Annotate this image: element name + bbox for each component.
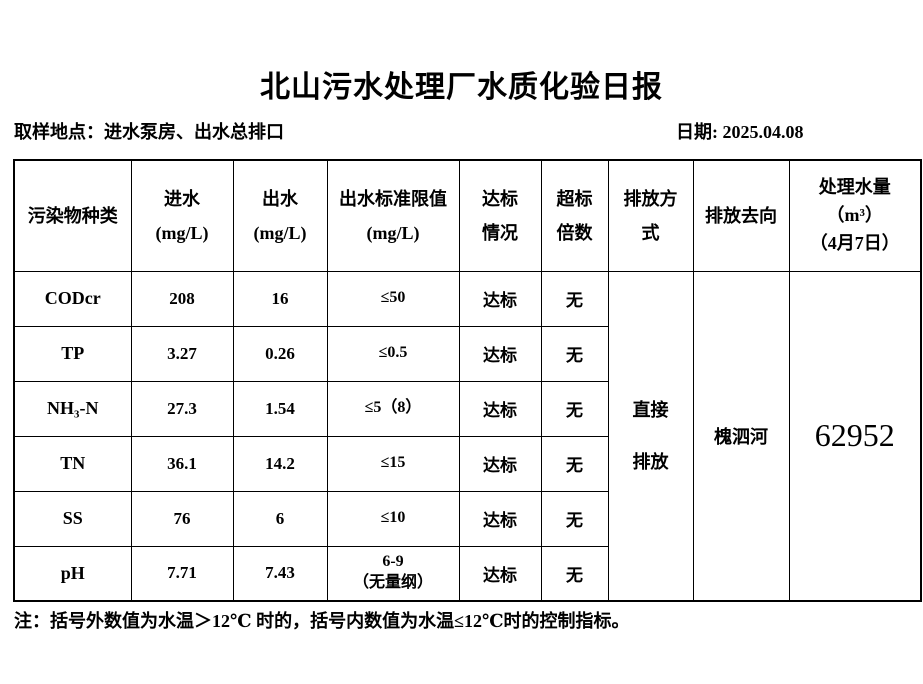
cell-exceedance: 无 [540, 490, 609, 547]
cell-effluent: 14.2 [232, 435, 328, 492]
col-header-influent: 进水 (mg/L) [130, 159, 234, 272]
cell-influent: 208 [130, 270, 234, 327]
cell-limit: 6-9 （无量纲） [326, 545, 460, 602]
cell-exceedance: 无 [540, 435, 609, 492]
col-header-effluent: 出水 (mg/L) [232, 159, 328, 272]
cell-compliance: 达标 [458, 270, 542, 327]
col-header-pollutant: 污染物种类 [13, 159, 132, 272]
col-header-exceedance: 超标 倍数 [540, 159, 609, 272]
page-title: 北山污水处理厂水质化验日报 [260, 71, 663, 104]
cell-limit: ≤0.5 [326, 325, 460, 382]
cell-compliance: 达标 [458, 490, 542, 547]
cell-pollutant: pH [13, 545, 132, 602]
table-row-tn: TN 36.1 14.2 ≤15 达标 无 [13, 435, 921, 492]
cell-pollutant: CODcr [13, 270, 132, 327]
header-row: 污染物种类 进水 (mg/L) 出水 (mg/L) 出水标准限值 (mg/L) … [13, 159, 922, 272]
cell-exceedance: 无 [540, 325, 609, 382]
cell-discharge-destination: 槐泗河 [692, 270, 790, 602]
cell-exceedance: 无 [540, 270, 609, 327]
cell-exceedance: 无 [540, 545, 609, 602]
col-header-compliance: 达标 情况 [458, 159, 542, 272]
col-header-limit: 出水标准限值 (mg/L) [326, 159, 460, 272]
cell-effluent: 16 [232, 270, 328, 327]
cell-pollutant: NH₃-N [13, 380, 132, 437]
cell-effluent: 0.26 [232, 325, 328, 382]
cell-influent: 7.71 [130, 545, 234, 602]
cell-pollutant: TN [13, 435, 132, 492]
cell-treated-volume: 62952 [788, 270, 922, 602]
table-row-nh3n: NH₃-N 27.3 1.54 ≤5（8） 达标 无 [13, 380, 921, 437]
cell-discharge-mode: 直接 排放 [607, 270, 694, 602]
cell-compliance: 达标 [458, 435, 542, 492]
cell-exceedance: 无 [540, 380, 609, 437]
table-row-ss: SS 76 6 ≤10 达标 无 [13, 490, 921, 547]
cell-pollutant: SS [13, 490, 132, 547]
cell-compliance: 达标 [458, 380, 542, 437]
cell-effluent: 1.54 [232, 380, 328, 437]
col-header-discharge-mode: 排放方 式 [607, 159, 694, 272]
footnote: 注：括号外数值为水温＞12℃ 时的，括号内数值为水温≤12℃时的控制指标。 [14, 611, 630, 631]
cell-compliance: 达标 [458, 325, 542, 382]
table-row-codcr: CODcr 208 16 ≤50 达标 无 直接 排放 槐泗河 62952 [13, 270, 922, 602]
cell-effluent: 6 [232, 490, 328, 547]
cell-limit: ≤50 [326, 270, 460, 327]
col-header-discharge-destination: 排放去向 [692, 159, 790, 272]
cell-pollutant: TP [13, 325, 132, 382]
col-header-treated-volume: 处理水量 （m³） （4月7日） [788, 159, 922, 272]
cell-influent: 36.1 [130, 435, 234, 492]
cell-limit: ≤5（8） [326, 380, 460, 437]
cell-influent: 76 [130, 490, 234, 547]
report-date: 日期: 2025.04.08 [676, 122, 804, 142]
water-quality-table: 污染物种类 进水 (mg/L) 出水 (mg/L) 出水标准限值 (mg/L) … [13, 159, 922, 602]
table-row-ph: pH 7.71 7.43 6-9 （无量纲） 达标 无 [13, 545, 921, 602]
cell-effluent: 7.43 [232, 545, 328, 602]
cell-limit: ≤10 [326, 490, 460, 547]
sampling-location: 取样地点：进水泵房、出水总排口 [14, 122, 284, 142]
table-row-tp: TP 3.27 0.26 ≤0.5 达标 无 [13, 325, 921, 382]
cell-influent: 27.3 [130, 380, 234, 437]
cell-limit: ≤15 [326, 435, 460, 492]
cell-compliance: 达标 [458, 545, 542, 602]
cell-influent: 3.27 [130, 325, 234, 382]
